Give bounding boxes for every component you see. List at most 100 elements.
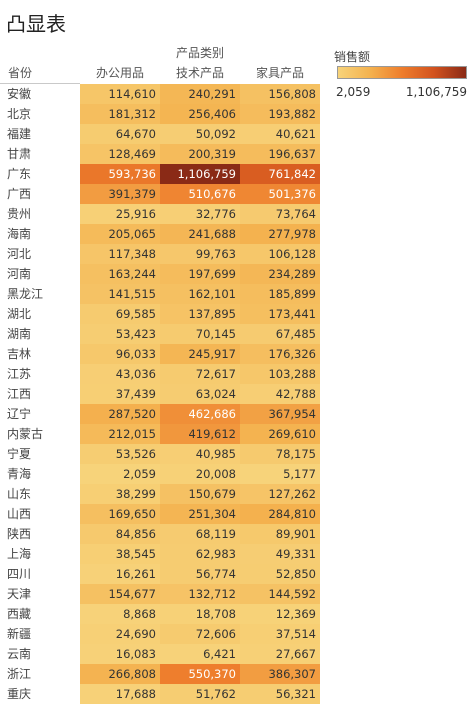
heatmap-cell: 419,612 xyxy=(160,424,240,444)
heatmap-cell: 156,808 xyxy=(240,84,320,104)
table-row: 广东 593,736 1,106,759 761,842 xyxy=(0,164,320,184)
heatmap-cell: 103,288 xyxy=(240,364,320,384)
table-row: 海南 205,065 241,688 277,978 xyxy=(0,224,320,244)
heatmap-cell: 70,145 xyxy=(160,324,240,344)
heatmap-cell: 150,679 xyxy=(160,484,240,504)
heatmap-cell: 99,763 xyxy=(160,244,240,264)
table-row: 云南 16,083 6,421 27,667 xyxy=(0,644,320,664)
province-label: 河南 xyxy=(7,267,32,281)
heatmap-cell: 2,059 xyxy=(80,464,160,484)
heatmap-cell: 510,676 xyxy=(160,184,240,204)
province-label: 青海 xyxy=(7,467,32,481)
table-row: 黑龙江 141,515 162,101 185,899 xyxy=(0,284,320,304)
heatmap-cell: 367,954 xyxy=(240,404,320,424)
heatmap-cell: 205,065 xyxy=(80,224,160,244)
heatmap-table: 安徽 114,610 240,291 156,808 北京 181,312 256,406 1… xyxy=(0,84,320,704)
table-row: 江苏 43,036 72,617 103,288 xyxy=(0,364,320,384)
heatmap-cell: 193,882 xyxy=(240,104,320,124)
heatmap-cell: 144,592 xyxy=(240,584,320,604)
heatmap-cell: 266,808 xyxy=(80,664,160,684)
heatmap-cell: 106,128 xyxy=(240,244,320,264)
heatmap-cell: 277,978 xyxy=(240,224,320,244)
province-label: 云南 xyxy=(7,647,32,661)
heatmap-cell: 6,421 xyxy=(160,644,240,664)
heatmap-cell: 53,423 xyxy=(80,324,160,344)
heatmap-cell: 62,983 xyxy=(160,544,240,564)
table-row: 湖南 53,423 70,145 67,485 xyxy=(0,324,320,344)
heatmap-cell: 176,326 xyxy=(240,344,320,364)
legend-max-label: 1,106,759 xyxy=(405,85,467,99)
province-label: 河北 xyxy=(7,247,32,261)
heatmap-cell: 16,261 xyxy=(80,564,160,584)
table-row: 内蒙古 212,015 419,612 269,610 xyxy=(0,424,320,444)
column-group-label: 产品类别 xyxy=(175,46,224,60)
heatmap-cell: 84,856 xyxy=(80,524,160,544)
table-row: 山西 169,650 251,304 284,810 xyxy=(0,504,320,524)
heatmap-cell: 42,788 xyxy=(240,384,320,404)
heatmap-cell: 17,688 xyxy=(80,684,160,704)
province-label: 内蒙古 xyxy=(7,427,44,441)
province-label: 黑龙江 xyxy=(7,287,44,301)
heatmap-cell: 89,901 xyxy=(240,524,320,544)
header-divider xyxy=(0,83,80,84)
table-row: 青海 2,059 20,008 5,177 xyxy=(0,464,320,484)
column-header: 办公用品 xyxy=(95,66,144,80)
table-row: 北京 181,312 256,406 193,882 xyxy=(0,104,320,124)
row-header-label: 省份 xyxy=(8,66,33,80)
heatmap-cell: 18,708 xyxy=(160,604,240,624)
table-row: 福建 64,670 50,092 40,621 xyxy=(0,124,320,144)
table-row: 河南 163,244 197,699 234,289 xyxy=(0,264,320,284)
province-label: 山东 xyxy=(7,487,32,501)
heatmap-cell: 27,667 xyxy=(240,644,320,664)
heatmap-cell: 173,441 xyxy=(240,304,320,324)
table-row: 湖北 69,585 137,895 173,441 xyxy=(0,304,320,324)
province-label: 福建 xyxy=(7,127,32,141)
province-label: 陕西 xyxy=(7,527,32,541)
heatmap-cell: 49,331 xyxy=(240,544,320,564)
chart-title: 凸显表 xyxy=(6,12,66,36)
province-label: 上海 xyxy=(7,547,32,561)
heatmap-cell: 462,686 xyxy=(160,404,240,424)
province-label: 新疆 xyxy=(7,627,32,641)
province-label: 吉林 xyxy=(7,347,32,361)
heatmap-cell: 51,762 xyxy=(160,684,240,704)
table-row: 宁夏 53,526 40,985 78,175 xyxy=(0,444,320,464)
province-label: 西藏 xyxy=(7,607,32,621)
table-row: 辽宁 287,520 462,686 367,954 xyxy=(0,404,320,424)
heatmap-cell: 43,036 xyxy=(80,364,160,384)
heatmap-cell: 69,585 xyxy=(80,304,160,324)
heatmap-cell: 117,348 xyxy=(80,244,160,264)
heatmap-cell: 386,307 xyxy=(240,664,320,684)
province-label: 广西 xyxy=(7,187,32,201)
heatmap-cell: 169,650 xyxy=(80,504,160,524)
heatmap-cell: 501,376 xyxy=(240,184,320,204)
heatmap-cell: 269,610 xyxy=(240,424,320,444)
table-row: 江西 37,439 63,024 42,788 xyxy=(0,384,320,404)
table-row: 重庆 17,688 51,762 56,321 xyxy=(0,684,320,704)
heatmap-cell: 391,379 xyxy=(80,184,160,204)
heatmap-cell: 32,776 xyxy=(160,204,240,224)
province-label: 江苏 xyxy=(7,367,32,381)
table-row: 四川 16,261 56,774 52,850 xyxy=(0,564,320,584)
province-label: 安徽 xyxy=(7,87,32,101)
table-row: 安徽 114,610 240,291 156,808 xyxy=(0,84,320,104)
province-label: 北京 xyxy=(7,107,32,121)
province-label: 四川 xyxy=(7,567,32,581)
heatmap-cell: 72,617 xyxy=(160,364,240,384)
heatmap-cell: 64,670 xyxy=(80,124,160,144)
table-row: 上海 38,545 62,983 49,331 xyxy=(0,544,320,564)
table-row: 甘肃 128,469 200,319 196,637 xyxy=(0,144,320,164)
heatmap-cell: 37,514 xyxy=(240,624,320,644)
province-label: 天津 xyxy=(7,587,32,601)
province-label: 海南 xyxy=(7,227,32,241)
heatmap-cell: 38,545 xyxy=(80,544,160,564)
heatmap-cell: 12,369 xyxy=(240,604,320,624)
heatmap-cell: 96,033 xyxy=(80,344,160,364)
heatmap-cell: 40,621 xyxy=(240,124,320,144)
heatmap-cell: 251,304 xyxy=(160,504,240,524)
table-row: 广西 391,379 510,676 501,376 xyxy=(0,184,320,204)
table-row: 吉林 96,033 245,917 176,326 xyxy=(0,344,320,364)
heatmap-cell: 20,008 xyxy=(160,464,240,484)
heatmap-cell: 53,526 xyxy=(80,444,160,464)
heatmap-cell: 287,520 xyxy=(80,404,160,424)
